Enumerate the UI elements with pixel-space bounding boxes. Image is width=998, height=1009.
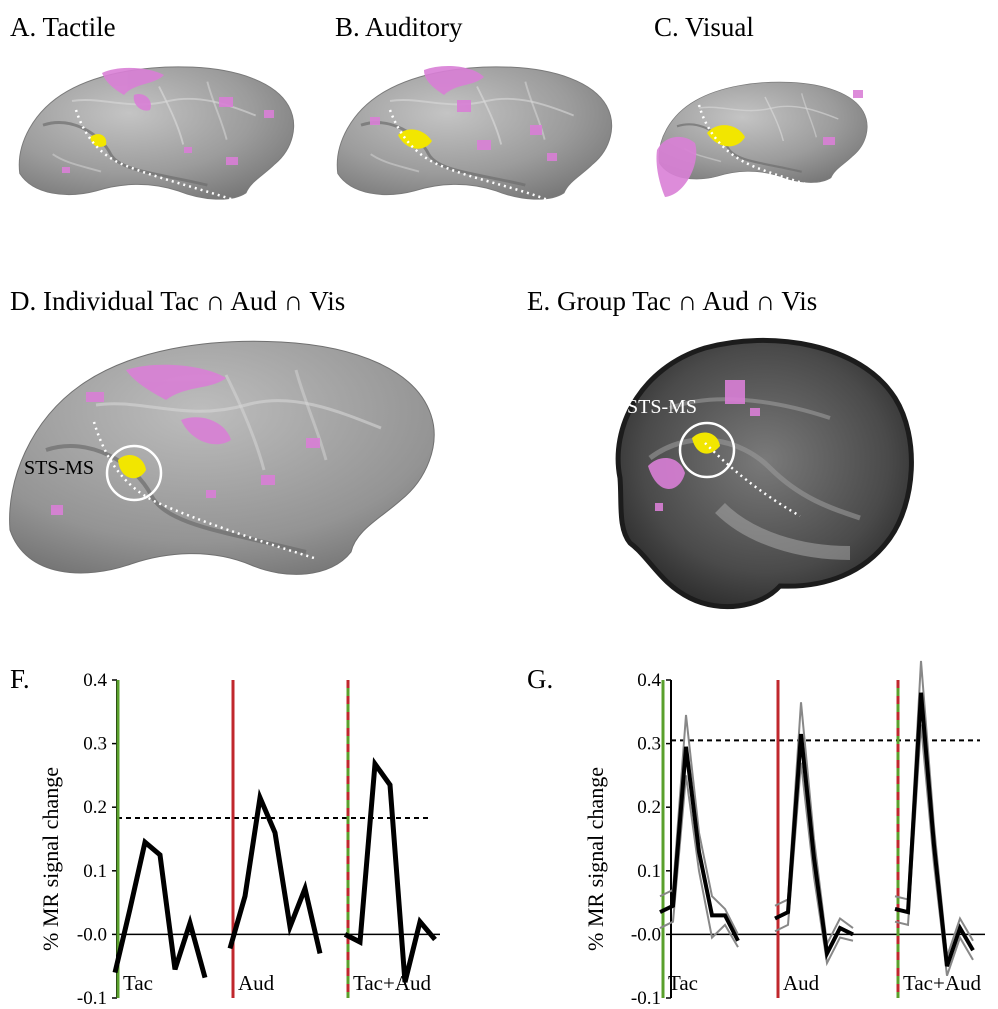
y-tick-label: -0.0 [631,924,661,945]
panel-b-brain [335,65,614,202]
y-axis-label: % MR signal change [583,767,608,951]
y-tick-label: 0.4 [83,670,107,691]
y-tick-label: 0.4 [637,670,661,691]
panel-d-label: D. Individual Tac ∩ Aud ∩ Vis [10,286,346,316]
condition-label: Tac [123,971,153,995]
mean-trace [894,692,975,967]
condition-label: Tac+Aud [903,971,982,995]
panel-f-label: F. [10,664,30,694]
y-axis-label: % MR signal change [38,767,63,951]
response-trace [343,756,437,983]
y-tick-label: 0.2 [637,797,661,818]
y-tick-label: 0.1 [83,861,107,882]
panel-b-label: B. Auditory [335,12,463,42]
response-trace [112,837,208,979]
panel-c-brain [656,80,869,202]
y-tick-label: 0.3 [83,734,107,755]
individual-trace [774,762,854,967]
y-tick-label: 0.2 [83,797,107,818]
condition-label: Tac+Aud [353,971,432,995]
panel-e-mri [615,337,914,610]
panel-e-label: E. Group Tac ∩ Aud ∩ Vis [527,286,818,316]
panel-c-label: C. Visual [654,12,754,42]
panel-e-roi-label: STS-MS [627,396,697,418]
individual-trace [894,724,974,977]
condition-label: Aud [783,971,820,995]
y-tick-label: 0.1 [637,861,661,882]
response-trace [227,788,323,955]
chart-g: 0.4 0.3 0.2 0.1 -0.0 -0.1 % MR signal change Ta… [583,660,985,1009]
y-tick-label: -0.1 [77,988,107,1009]
condition-label: Aud [238,971,275,995]
mean-trace [774,733,854,961]
panel-g-label: G. [527,664,554,694]
individual-trace [659,775,739,948]
y-tick-label: -0.1 [631,988,661,1009]
mean-trace [659,746,740,942]
panel-d-roi-label: STS-MS [24,457,94,479]
y-tick-label: -0.0 [77,924,107,945]
condition-label: Tac [668,971,698,995]
panel-a-label: A. Tactile [10,12,116,42]
panel-d-brain [9,340,435,575]
panel-a-brain [17,65,296,202]
chart-f: 0.4 0.3 0.2 0.1 -0.0 -0.1 % MR signal change Ta… [38,670,440,1009]
y-tick-label: 0.3 [637,734,661,755]
